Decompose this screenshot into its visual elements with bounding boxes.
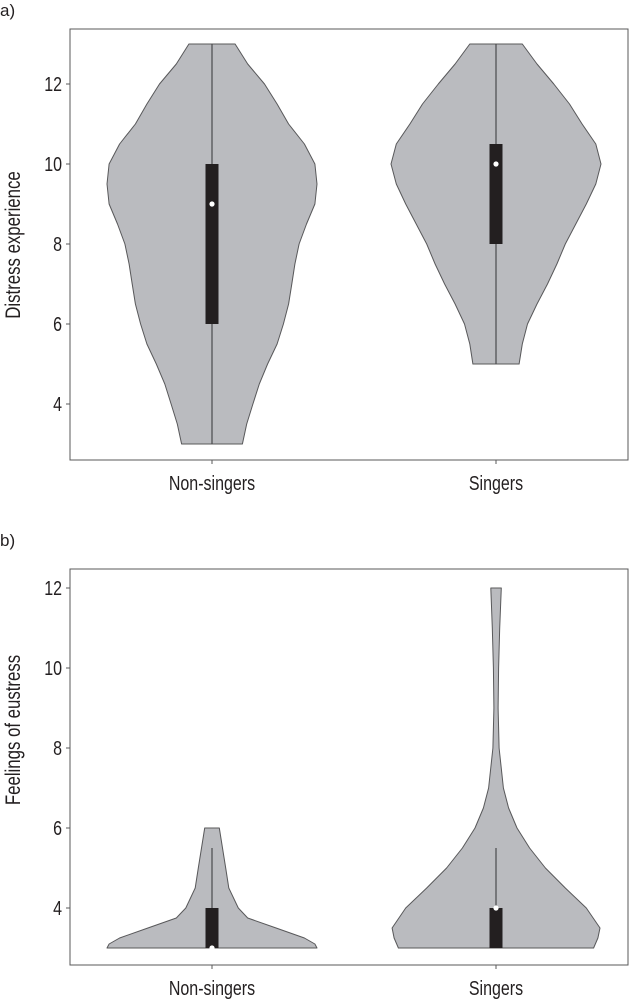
- iqr-box: [205, 164, 219, 324]
- y-tick-label: 12: [44, 73, 62, 95]
- y-tick-label: 4: [53, 897, 62, 919]
- y-tick-label: 8: [53, 737, 62, 759]
- y-tick-label: 6: [53, 313, 62, 335]
- iqr-box: [489, 908, 503, 948]
- violin-singers: [391, 587, 601, 949]
- median-point: [209, 945, 215, 951]
- plot-frame: [69, 568, 629, 966]
- y-tick-label: 12: [44, 577, 62, 599]
- median-point: [209, 201, 215, 207]
- panel-b-ylabel: Feelings of eustress: [2, 655, 25, 805]
- panel-a-ylabel: Distress experience: [2, 171, 25, 318]
- panel-b-label: b): [0, 531, 15, 550]
- panel-b: b) Feelings of eustress 4 6 8 10 12 Non-singe…: [0, 531, 629, 999]
- iqr-box: [489, 144, 503, 244]
- x-tick-label: Singers: [469, 977, 523, 999]
- x-tick-label: Non-singers: [169, 977, 255, 999]
- y-tick-label: 10: [44, 153, 62, 175]
- x-tick-label: Non-singers: [169, 472, 255, 494]
- median-point: [493, 161, 499, 167]
- median-point: [493, 905, 499, 911]
- panel-a-label: a): [0, 1, 15, 20]
- x-tick-label: Singers: [469, 472, 523, 494]
- y-tick-label: 8: [53, 233, 62, 255]
- y-tick-label: 6: [53, 817, 62, 839]
- y-tick-label: 4: [53, 393, 62, 415]
- panel-a: a) Distress experience 4 6 8 10 12 Non-singer…: [0, 1, 629, 494]
- y-tick-label: 10: [44, 657, 62, 679]
- iqr-box: [205, 908, 219, 948]
